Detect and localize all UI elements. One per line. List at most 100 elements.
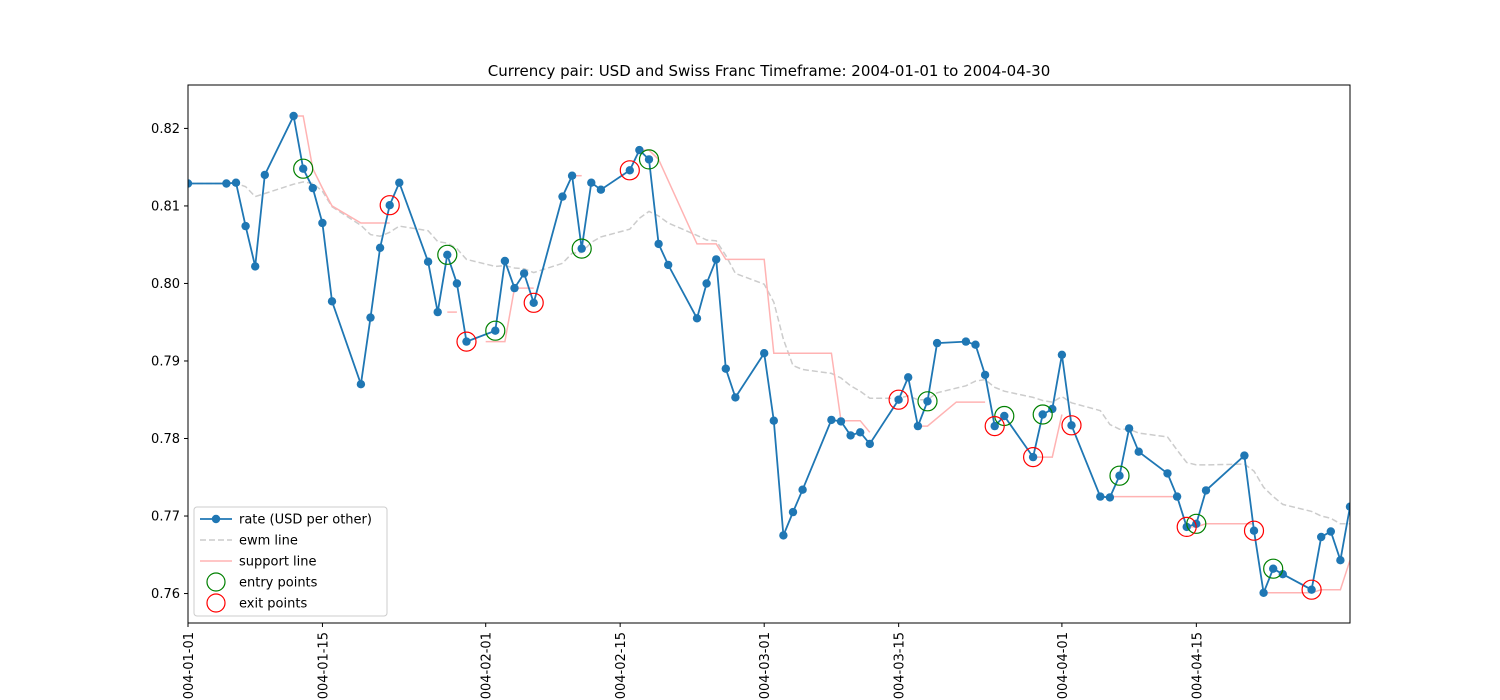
y-tick-label: 0.79 <box>151 354 180 369</box>
plot-frame <box>187 84 1351 624</box>
legend-label: entry points <box>239 576 318 591</box>
rate-point <box>1096 492 1105 501</box>
exit-point-marker <box>523 292 544 313</box>
rate-point <box>462 337 471 346</box>
rate-point <box>356 380 366 389</box>
rate-point <box>769 416 778 425</box>
rate-point <box>961 337 971 346</box>
rate-point <box>558 192 567 201</box>
ewm-line <box>188 181 1350 525</box>
rate-point <box>299 164 308 173</box>
rate-point <box>318 218 327 228</box>
support-line-segment <box>639 149 871 433</box>
x-axis: 2004-01-01 2004-01-15 2004-02-01 2004-02-15… <box>182 623 1205 700</box>
rate-point <box>1259 588 1268 597</box>
rate-point <box>856 428 865 437</box>
support-line-segment <box>1033 414 1063 458</box>
legend-entry: exit points <box>206 593 307 613</box>
rate-point <box>923 397 932 406</box>
rate-point <box>932 338 942 348</box>
rate-point <box>1028 452 1038 462</box>
exit-point-marker <box>379 195 400 216</box>
y-tick-label: 0.77 <box>151 510 180 525</box>
rate-point <box>827 415 836 425</box>
x-tick-label: 2004-03-01 <box>758 632 773 700</box>
rate-point <box>1278 570 1288 579</box>
rate-point <box>1038 410 1047 419</box>
rate-point <box>567 171 577 180</box>
rate-point <box>366 313 375 322</box>
rate-point <box>510 283 519 293</box>
rate-point <box>395 178 404 187</box>
rate-point <box>644 155 654 164</box>
rate-point <box>577 244 586 253</box>
rate-point <box>596 185 606 194</box>
y-tick-label: 0.76 <box>151 587 180 602</box>
legend-entry: support line <box>200 555 317 570</box>
rate-point <box>971 340 980 349</box>
exit-point-marker <box>619 160 640 181</box>
rate-point <box>779 531 788 540</box>
rate-point <box>1269 564 1278 573</box>
entry-point-marker <box>1263 558 1284 579</box>
y-tick-label: 0.82 <box>151 122 180 137</box>
support-line-segment <box>1109 495 1254 528</box>
support-line-segment <box>485 287 534 343</box>
legend: rate (USD per other) ewm line support line… <box>193 506 388 617</box>
x-tick-label: 2004-01-15 <box>316 632 331 700</box>
legend-entry: ewm line <box>200 534 298 549</box>
support-line-segment <box>293 115 390 224</box>
rate-point <box>1317 532 1326 542</box>
rate-point <box>836 417 846 426</box>
rate-point <box>702 279 711 288</box>
legend-label: rate (USD per other) <box>239 513 372 528</box>
rate-point <box>798 485 807 494</box>
exit-point-marker <box>1301 579 1322 600</box>
legend-entry: entry points <box>206 572 318 592</box>
legend-label: exit points <box>239 597 307 612</box>
rate-point <box>1345 502 1350 511</box>
entry-point-marker <box>571 238 592 259</box>
rate-point <box>1000 411 1009 421</box>
rate-point <box>443 250 452 259</box>
rate-point <box>1201 486 1211 495</box>
y-tick-label: 0.80 <box>151 277 180 292</box>
rate-point <box>519 269 529 278</box>
plot-area <box>188 111 1350 600</box>
exit-point-marker <box>1022 447 1044 468</box>
rate-point <box>1240 451 1249 460</box>
rate-point <box>904 373 913 382</box>
rate-point <box>894 395 903 404</box>
entry-point-marker <box>437 244 458 265</box>
rate-point <box>308 183 317 193</box>
rate-point <box>664 260 673 270</box>
rate-point <box>587 178 596 187</box>
rate-point <box>327 297 337 306</box>
entry-point-marker <box>485 320 506 341</box>
rate-point <box>241 221 250 231</box>
rate-point <box>222 179 231 188</box>
rate-point <box>990 421 999 431</box>
legend-rate-marker <box>211 514 221 524</box>
rate-point <box>1249 526 1259 535</box>
rate-point <box>1336 556 1345 565</box>
y-axis: 0.76 0.77 0.78 0.79 0.80 0.81 0.82 <box>151 122 188 602</box>
rate-point <box>625 166 634 175</box>
exit-point-marker <box>1243 520 1265 541</box>
rate-point <box>1134 447 1143 456</box>
legend-circle-swatch <box>206 572 226 592</box>
x-tick-label: 2004-02-01 <box>480 632 495 700</box>
rate-point <box>692 314 702 323</box>
rate-point <box>1048 404 1057 414</box>
rate-point <box>289 111 298 121</box>
rate-point <box>385 201 394 210</box>
chart-title: Currency pair: USD and Swiss Franc Timef… <box>488 62 1051 80</box>
rate-point <box>913 421 923 431</box>
rate-point <box>1326 527 1336 536</box>
rate-point <box>188 179 193 188</box>
exit-point-marker <box>984 416 1005 437</box>
entry-point-marker <box>1032 404 1053 425</box>
y-tick-label: 0.81 <box>151 199 180 214</box>
x-tick-label: 2004-04-15 <box>1190 632 1205 700</box>
